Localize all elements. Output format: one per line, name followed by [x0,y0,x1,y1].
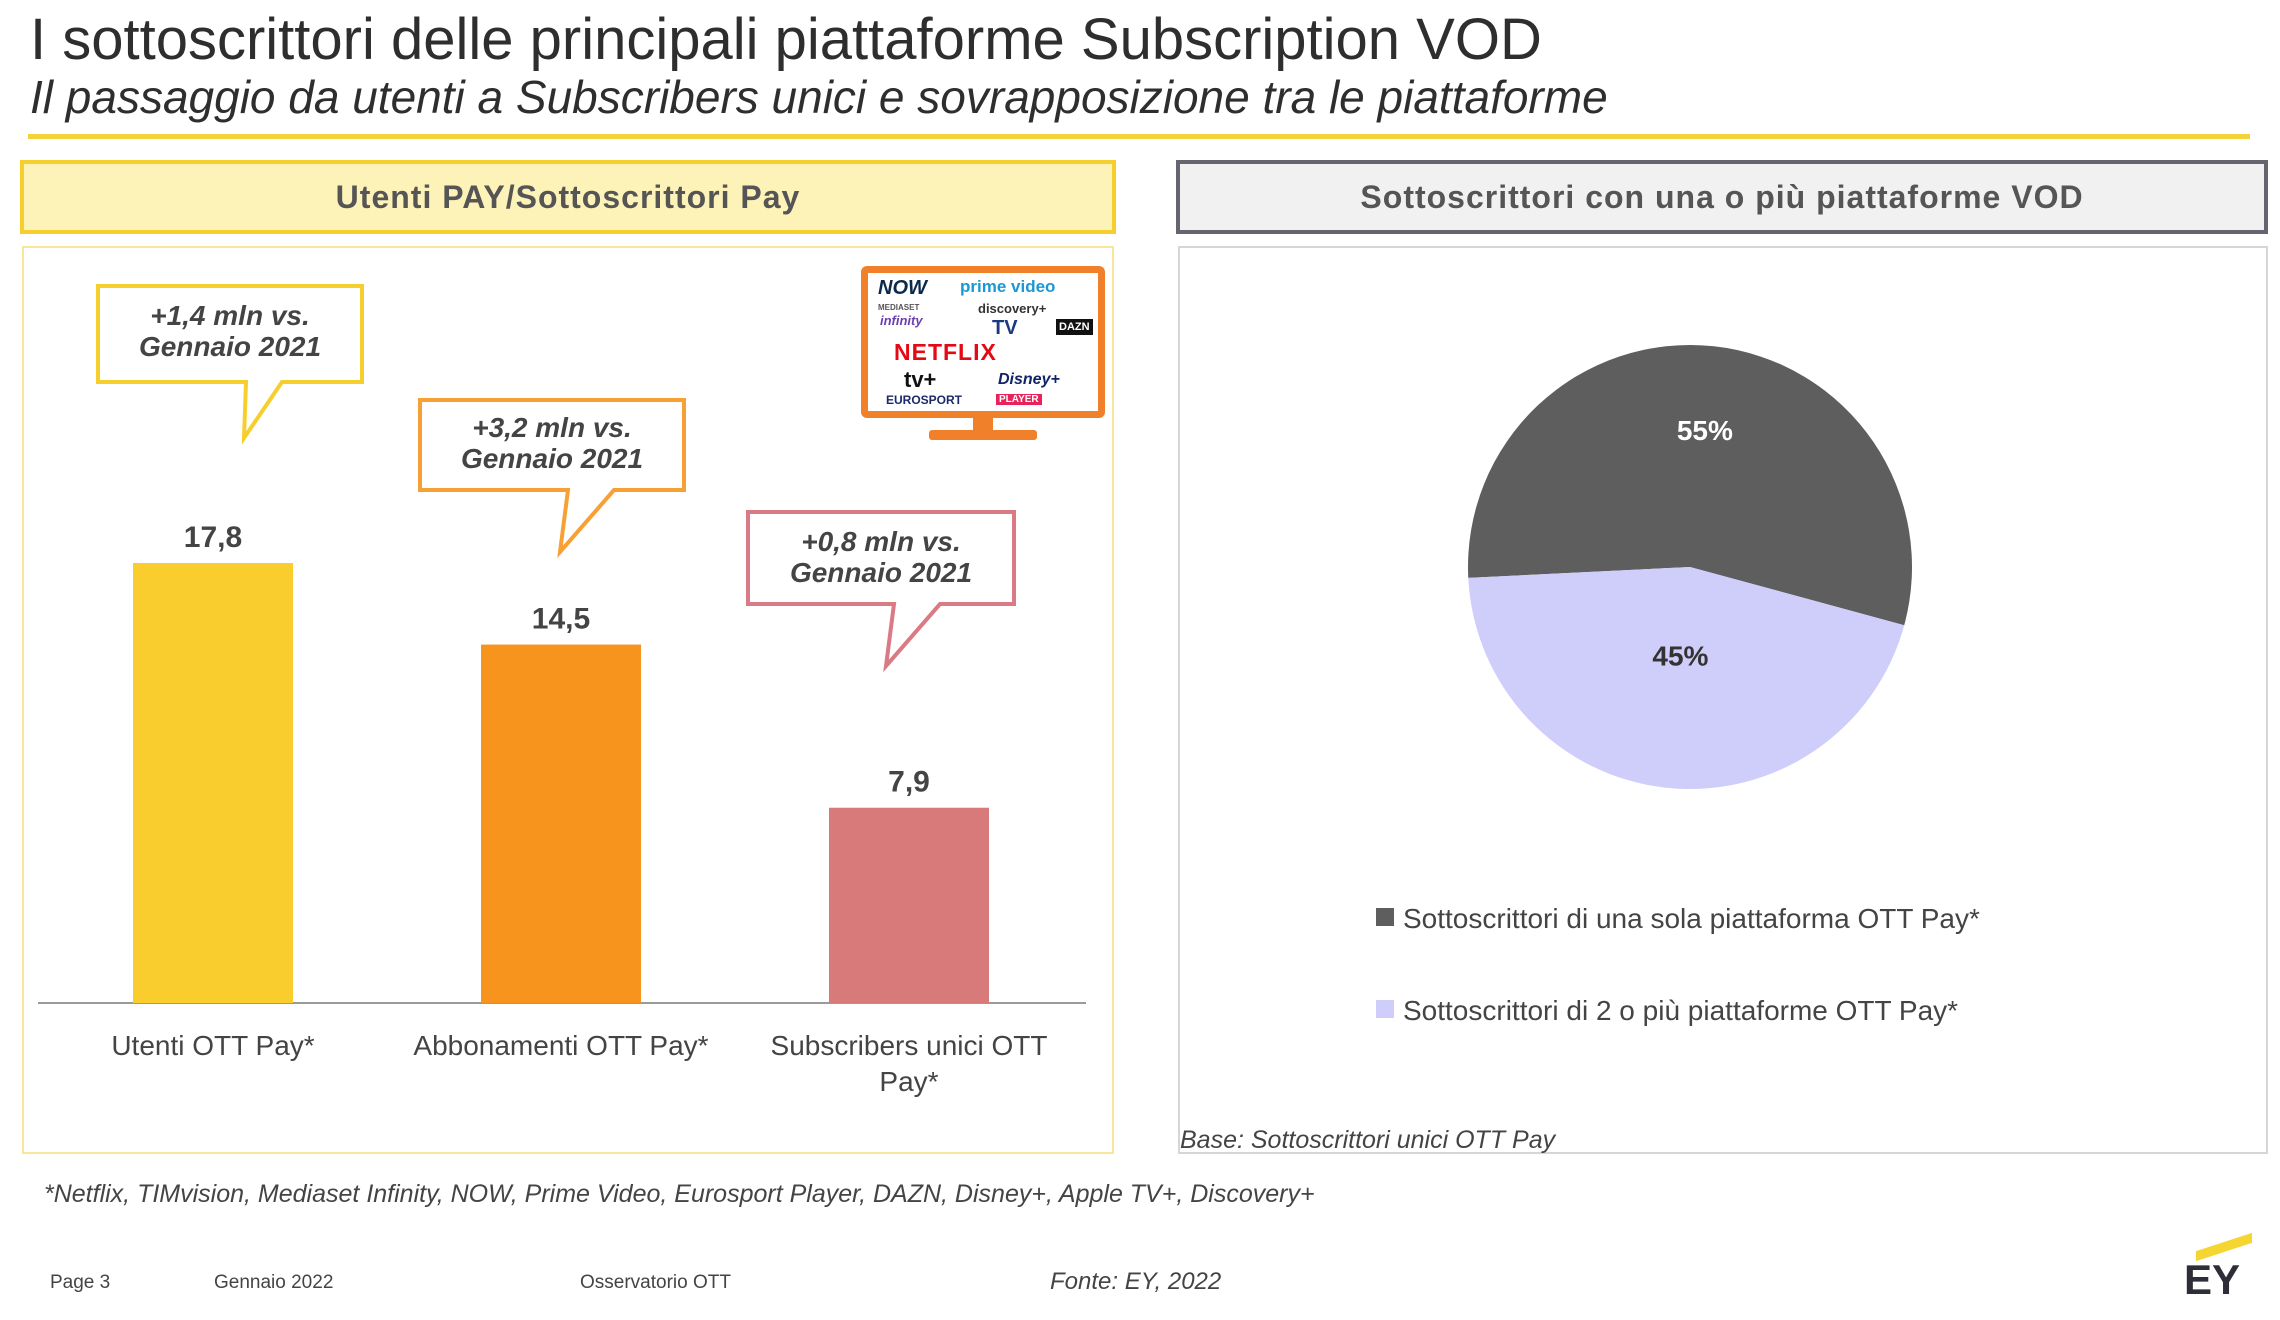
eurosport-player-logo: PLAYER [996,394,1042,405]
tv-stand [973,416,993,432]
legend-label-1: Sottoscrittori di 2 o più piattaforme OT… [1403,995,1958,1026]
legend-label-0: Sottoscrittori di una sola piattaforma O… [1403,903,1980,934]
timvision-logo: TV [992,317,1018,339]
title-divider [28,134,2250,139]
prime-video-logo: prime video [960,277,1056,296]
pie-value-label-1: 45% [1652,640,1708,671]
callout-abbonamenti-line1: +3,2 mln vs. [472,412,632,443]
callout-utenti-shape [96,284,364,445]
category-label-1: Abbonamenti OTT Pay* [413,1030,708,1061]
base-note: Base: Sottoscrittori unici OTT Pay [1180,1126,1556,1154]
callout-utenti-line2: Gennaio 2021 [138,331,322,362]
tv-platforms-illustration: NOW prime video MEDIASET infinity discov… [861,266,1105,446]
bar-value-label-1: 14,5 [532,603,590,636]
bar-value-label-2: 7,9 [888,766,930,799]
callout-utenti-line1: +1,4 mln vs. [150,300,310,331]
ey-logo: EY [2184,1256,2241,1303]
callout-utenti: +1,4 mln vs. Gennaio 2021 [96,284,364,445]
mediaset-logo: MEDIASET [878,303,920,312]
callout-abbonamenti-line2: Gennaio 2021 [460,443,644,474]
callout-abbonamenti-shape [418,398,686,559]
pie-slice-0 [1468,344,1913,626]
disney-plus-logo: Disney+ [998,371,1060,388]
dazn-logo: DAZN [1056,319,1093,335]
footer-source: Fonte: EY, 2022 [1050,1268,1222,1295]
right-panel-header: Sottoscrittori con una o più piattaforme… [1176,160,2268,234]
left-panel-header: Utenti PAY/Sottoscrittori Pay [20,160,1116,234]
footer-date: Gennaio 2022 [214,1272,334,1293]
page-subtitle: Il passaggio da utenti a Subscribers uni… [30,71,1608,123]
callout-subscribers-shape [746,510,1016,673]
bar-2 [829,807,989,1003]
eurosport-logo: EUROSPORT [886,393,963,407]
infinity-logo: infinity [880,313,923,328]
platforms-footnote: *Netflix, TIMvision, Mediaset Infinity, … [44,1180,1315,1208]
callout-subscribers-line2: Gennaio 2021 [789,557,973,588]
callout-subscribers: +0,8 mln vs. Gennaio 2021 [746,510,1016,673]
pie-slice-1 [1468,567,1905,789]
category-label-2: Subscribers unici OTT Pay* [771,1030,1048,1097]
footer-page: Page 3 [50,1272,111,1293]
now-logo: NOW [878,277,927,299]
discovery-logo: discovery+ [978,301,1047,316]
callout-abbonamenti: +3,2 mln vs. Gennaio 2021 [418,398,686,559]
bar-value-label-0: 17,8 [184,521,242,554]
tv-base [929,430,1037,440]
tv-screen: NOW prime video MEDIASET infinity discov… [861,266,1105,418]
bar-1 [481,644,641,1003]
bar-0 [133,563,293,1003]
page-title: I sottoscrittori delle principali piatta… [30,7,1542,72]
pie-value-label-0: 55% [1677,415,1733,446]
footer-report: Osservatorio OTT [580,1272,731,1293]
legend-swatch-1 [1376,1000,1394,1018]
apple-tv-logo: tv+ [904,367,937,392]
netflix-logo: NETFLIX [894,339,997,365]
callout-subscribers-line1: +0,8 mln vs. [801,526,961,557]
legend-swatch-0 [1376,908,1394,926]
category-label-0: Utenti OTT Pay* [111,1030,314,1061]
